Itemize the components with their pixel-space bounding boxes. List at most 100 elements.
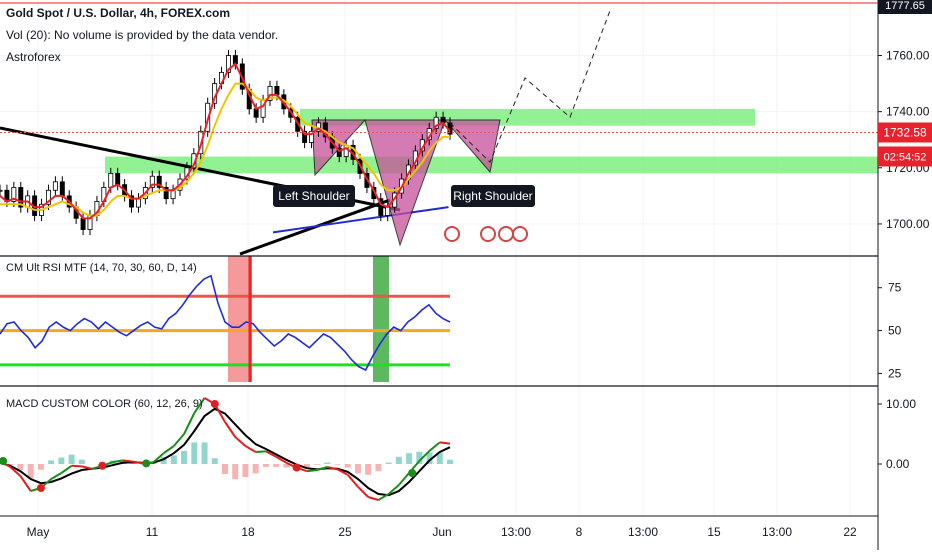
- macd-histogram-bar: [375, 464, 382, 472]
- macd-line-segment: [387, 484, 400, 495]
- top-price-badge: [878, 0, 932, 14]
- macd-line-segment: [9, 466, 22, 477]
- macd-histogram-bar: [406, 453, 413, 464]
- macd-histogram-bar: [283, 464, 290, 468]
- macd-crossover-dot: [0, 457, 8, 465]
- x-tick-label: 8: [576, 525, 583, 539]
- macd-line-segment: [163, 445, 175, 455]
- macd-histogram-bar: [201, 442, 208, 464]
- macd-line-segment: [71, 464, 82, 468]
- macd-line-segment: [418, 450, 431, 462]
- x-tick-label: 11: [146, 525, 159, 539]
- macd-line-segment: [152, 452, 165, 463]
- macd-histogram-bar: [416, 451, 423, 464]
- x-tick-label: 18: [241, 525, 255, 539]
- macd-crossover-dot: [292, 463, 301, 472]
- macd-line-segment: [193, 397, 206, 414]
- countdown-label: 02:54:52: [884, 151, 927, 163]
- candle-body: [433, 116, 439, 129]
- macd-histogram-bar: [27, 464, 34, 479]
- macd-histogram-bar: [426, 452, 433, 464]
- macd-crossover-dot: [408, 469, 417, 477]
- x-tick-label: May: [27, 525, 50, 539]
- macd-histogram-bar: [324, 462, 331, 464]
- top-price-label: 1777.65: [885, 0, 925, 12]
- candle-body: [163, 187, 169, 200]
- macd-histogram-bar: [334, 464, 341, 465]
- macd-histogram-bar: [222, 464, 228, 475]
- pattern-triangle: [443, 119, 501, 174]
- macd-histogram-bar: [447, 459, 453, 464]
- macd-crossover-dot: [142, 459, 151, 468]
- macd-line-segment: [367, 496, 379, 501]
- candle-body: [309, 130, 315, 143]
- candle-body: [135, 198, 141, 208]
- rsi-overbought-band: [228, 256, 252, 382]
- candle-body: [80, 217, 86, 230]
- last-price-badge: [878, 122, 932, 143]
- economic-event-icon: [480, 226, 496, 242]
- macd-histogram-bar: [181, 451, 188, 464]
- candle-body: [45, 189, 51, 205]
- macd-line-segment: [265, 450, 277, 458]
- macd-crossover-dot: [36, 484, 45, 492]
- countdown-badge: [878, 146, 932, 167]
- macd-line-segment: [60, 464, 73, 474]
- candle-body: [302, 130, 308, 143]
- macd-line-segment: [122, 459, 134, 463]
- rsi-oversold-band: [373, 256, 389, 382]
- macd-line-segment: [357, 486, 369, 498]
- macd-signal-line: [0, 407, 451, 497]
- macd-histogram-bar: [273, 464, 280, 467]
- projection-path: [449, 10, 611, 164]
- macd-line-segment: [112, 459, 123, 464]
- x-tick-label: Jun: [432, 525, 451, 539]
- macd-line-segment: [327, 466, 338, 471]
- macd-line-segment: [234, 436, 247, 447]
- candle-body: [18, 187, 24, 208]
- rsi-tick-label: 75: [888, 281, 902, 295]
- macd-histogram-bar: [211, 458, 218, 464]
- macd-histogram-bar: [344, 464, 351, 468]
- candle-body: [108, 173, 114, 188]
- macd-line-segment: [428, 441, 441, 452]
- pattern-label-box: [273, 185, 355, 207]
- candle-body: [385, 206, 391, 216]
- macd-line-segment: [224, 421, 237, 438]
- macd-pane: [0, 397, 453, 501]
- candle-body: [52, 181, 58, 191]
- macd-line-segment: [346, 474, 359, 488]
- macd-line-segment: [183, 412, 196, 435]
- macd-histogram-bar: [365, 464, 372, 475]
- price-layer: Left Shoulder Right Shoulder: [0, 10, 878, 256]
- candle-body: [336, 147, 342, 157]
- macd-histogram-bar: [78, 459, 85, 464]
- macd-histogram-bar: [232, 464, 239, 480]
- macd-histogram-bar: [129, 463, 136, 464]
- candle-body: [59, 181, 65, 197]
- price-tick-label: 1700.00: [886, 217, 930, 231]
- blue-ma-line: [272, 206, 449, 234]
- red-ma-line: [0, 62, 451, 220]
- macd-histogram-bar: [395, 456, 402, 464]
- x-tick-label: 13:00: [762, 525, 792, 539]
- candle-body: [170, 189, 176, 200]
- rsi-tick-label: 25: [888, 366, 902, 380]
- macd-line-segment: [255, 450, 266, 453]
- macd-line-segment: [398, 472, 410, 486]
- macd-histogram-bar: [354, 464, 361, 474]
- candle-body: [253, 108, 259, 118]
- pattern-label: Left Shoulder: [278, 189, 349, 203]
- macd-histogram-bar: [17, 464, 24, 470]
- macd-histogram-bar: [242, 464, 249, 477]
- macd-line-segment: [337, 468, 349, 476]
- candle-body: [149, 175, 155, 188]
- x-tick-label: 15: [707, 525, 721, 539]
- rsi-title: CM Ult RSI MTF (14, 70, 30, 60, D, 14): [6, 262, 197, 274]
- macd-histogram-bar: [262, 464, 269, 467]
- x-tick-label: 13:00: [501, 525, 531, 539]
- candle-body: [0, 189, 3, 192]
- candle-body: [267, 85, 273, 101]
